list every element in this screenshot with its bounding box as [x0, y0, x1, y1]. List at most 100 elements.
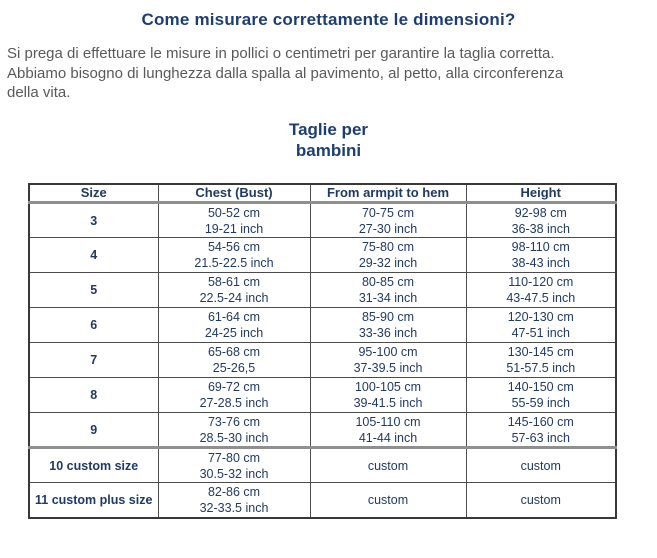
measurement-cell: 50-52 cm 19-21 inch	[157, 202, 311, 238]
measurement-line: 43-47.5 inch	[506, 291, 576, 305]
table-row: 10 custom size 77-80 cm 30.5-32 inch custom…	[28, 446, 617, 483]
measurement-cell: 80-85 cm 31-34 inch	[309, 272, 467, 308]
measurement-line: 145-160 cm	[507, 414, 574, 429]
table-row: 9 73-76 cm 28.5-30 inch 105-110 cm 41-44 inc…	[28, 412, 617, 448]
measurement-cell: 130-145 cm 51-57.5 inch	[465, 342, 617, 378]
measurement-cell: 70-75 cm 27-30 inch	[309, 202, 467, 238]
size-guide-page: Come misurare correttamente le dimension…	[0, 10, 657, 558]
measurement-line: 41-44 inch	[358, 430, 418, 445]
measurement-line: 39-41.5 inch	[353, 396, 423, 410]
measurement-line: 25-26,5	[212, 361, 256, 375]
measurement-cell: custom	[309, 482, 467, 518]
measurement-cell: 120-130 cm 47-51 inch	[465, 307, 617, 343]
size-cell: 11 custom plus size	[28, 482, 159, 518]
size-cell: 3	[28, 202, 159, 238]
measurement-line: 110-120 cm	[508, 275, 574, 289]
measurement-line: 24-25 inch	[204, 326, 264, 340]
measurement-line: 27-28.5 inch	[199, 396, 269, 410]
measurement-cell: 69-72 cm 27-28.5 inch	[157, 377, 311, 413]
size-cell: 4	[28, 237, 159, 273]
measurement-line: 82-86 cm	[207, 484, 261, 499]
measurement-line: 95-100 cm	[358, 345, 418, 359]
measurement-cell: 75-80 cm 29-32 inch	[309, 237, 467, 273]
measurement-line: custom	[520, 458, 561, 473]
measurement-line: 30.5-32 inch	[199, 466, 269, 481]
measurement-line: 36-38 inch	[511, 221, 570, 236]
table-row: 6 61-64 cm 24-25 inch 85-90 cm 33-36 inch 120…	[28, 307, 617, 343]
measurement-cell: 73-76 cm 28.5-30 inch	[157, 412, 311, 448]
measurement-cell: custom	[465, 482, 617, 518]
measurement-cell: 54-56 cm 21.5-22.5 inch	[157, 237, 311, 273]
measurement-line: 98-110 cm	[511, 240, 570, 254]
measurement-line: 47-51 inch	[511, 326, 570, 340]
measurement-line: 140-150 cm	[507, 380, 574, 394]
measurement-cell: 140-150 cm 55-59 inch	[465, 377, 617, 413]
measurement-cell: 95-100 cm 37-39.5 inch	[309, 342, 467, 378]
measurement-line: 100-105 cm	[354, 380, 421, 394]
size-table-body: 3 50-52 cm 19-21 inch 70-75 cm 27-30 inch 92-…	[28, 202, 617, 518]
measurement-line: 105-110 cm	[355, 414, 421, 429]
column-header-size: Size	[28, 183, 159, 204]
size-cell: 5	[28, 272, 159, 308]
measurement-line: 57-63 inch	[511, 430, 570, 445]
measurement-line: 31-34 inch	[358, 291, 418, 305]
column-header-chest: Chest (Bust)	[157, 183, 311, 204]
measurement-line: custom	[367, 458, 409, 473]
measurement-cell: custom	[465, 446, 617, 483]
intro-text: Si prega di effettuare le misure in poll…	[7, 45, 564, 101]
measurement-line: 50-52 cm	[207, 205, 261, 220]
measurement-cell: 77-80 cm 30.5-32 inch	[157, 446, 311, 483]
table-row: 4 54-56 cm 21.5-22.5 inch 75-80 cm 29-32 inc…	[28, 237, 617, 273]
measurement-cell: 58-61 cm 22.5-24 inch	[157, 272, 311, 308]
measurement-line: 65-68 cm	[207, 345, 261, 359]
children-size-table: Size Chest (Bust) From armpit to hem Hei…	[28, 182, 617, 519]
measurement-cell: 85-90 cm 33-36 inch	[309, 307, 467, 343]
measurement-line: 19-21 inch	[204, 221, 264, 236]
measurement-line: 21.5-22.5 inch	[194, 256, 274, 270]
measurement-line: 55-59 inch	[511, 396, 570, 410]
table-row: 5 58-61 cm 22.5-24 inch 80-85 cm 31-34 inch 1…	[28, 272, 617, 308]
measurement-line: 75-80 cm	[361, 240, 415, 254]
measurement-line: 130-145 cm	[507, 345, 574, 359]
measurement-line: 37-39.5 inch	[353, 361, 423, 375]
size-cell: 8	[28, 377, 159, 413]
measurement-line: 27-30 inch	[358, 221, 418, 236]
measurement-line: 80-85 cm	[361, 275, 415, 289]
measurement-line: 29-32 inch	[358, 256, 418, 270]
page-title: Come misurare correttamente le dimension…	[141, 10, 516, 29]
measurement-line: 33-36 inch	[358, 326, 418, 340]
measurement-line: 51-57.5 inch	[506, 361, 576, 375]
measurement-line: 28.5-30 inch	[199, 430, 269, 445]
measurement-line: 69-72 cm	[207, 380, 261, 394]
table-row: 8 69-72 cm 27-28.5 inch 100-105 cm 39-41.5 i…	[28, 377, 617, 413]
measurement-line: 38-43 inch	[511, 256, 570, 270]
measurement-cell: 92-98 cm 36-38 inch	[465, 202, 617, 238]
measurement-line: 77-80 cm	[207, 450, 261, 465]
measurement-line: 61-64 cm	[207, 310, 261, 324]
size-cell: 10 custom size	[28, 446, 159, 483]
children-sizes-subtitle: Taglie per bambini	[288, 119, 369, 160]
measurement-cell: 61-64 cm 24-25 inch	[157, 307, 311, 343]
measurement-cell: 98-110 cm 38-43 inch	[465, 237, 617, 273]
column-header-height: Height	[465, 183, 617, 204]
measurement-cell: 65-68 cm 25-26,5	[157, 342, 311, 378]
table-row: 3 50-52 cm 19-21 inch 70-75 cm 27-30 inch 92-…	[28, 202, 617, 238]
measurement-line: 70-75 cm	[361, 205, 415, 220]
size-cell: 6	[28, 307, 159, 343]
size-cell: 7	[28, 342, 159, 378]
measurement-cell: 82-86 cm 32-33.5 inch	[157, 482, 311, 518]
measurement-line: 85-90 cm	[361, 310, 415, 324]
measurement-cell: custom	[309, 446, 467, 483]
measurement-cell: 100-105 cm 39-41.5 inch	[309, 377, 467, 413]
table-row: 7 65-68 cm 25-26,5 95-100 cm 37-39.5 inch 130…	[28, 342, 617, 378]
measurement-line: custom	[520, 492, 561, 507]
measurement-line: 73-76 cm	[207, 414, 261, 429]
measurement-line: custom	[367, 492, 409, 507]
measurement-line: 54-56 cm	[207, 240, 261, 254]
size-cell: 9	[28, 412, 159, 448]
measurement-line: 120-130 cm	[507, 310, 574, 324]
measurement-cell: 145-160 cm 57-63 inch	[465, 412, 617, 448]
measurement-cell: 105-110 cm 41-44 inch	[309, 412, 467, 448]
measurement-cell: 110-120 cm 43-47.5 inch	[465, 272, 617, 308]
measurement-line: 58-61 cm	[207, 275, 261, 289]
